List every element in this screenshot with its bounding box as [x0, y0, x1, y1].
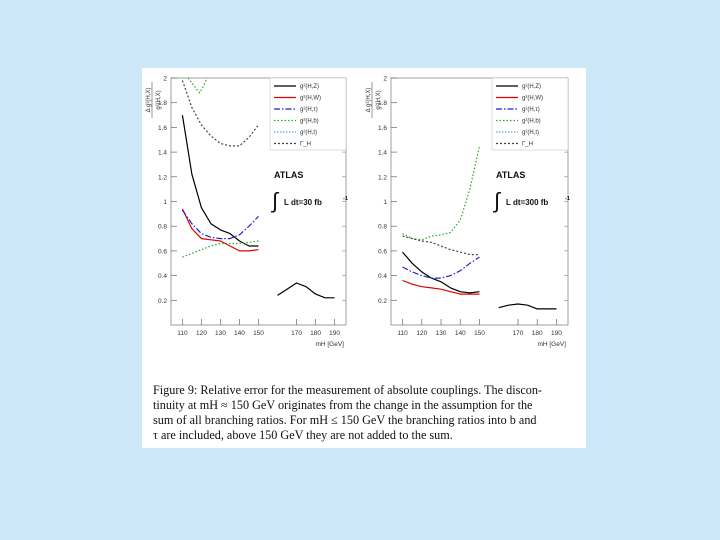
x-tick-label: 170 [513, 330, 524, 337]
y-axis-label-num: Δ g²(H,X) [366, 88, 372, 113]
y-tick-label: 1.2 [378, 174, 387, 181]
y-tick-label: 1.6 [158, 125, 167, 132]
legend-box [491, 77, 569, 151]
x-tick-label: 140 [455, 330, 466, 337]
y-tick-label: 0.8 [158, 224, 167, 231]
x-axis-label: mH [GeV] [537, 341, 566, 348]
series-line [187, 77, 208, 94]
legend-label: g²(H,b) [300, 119, 319, 125]
y-tick-label: 0.2 [158, 298, 167, 305]
y-tick-label: 0.6 [378, 248, 387, 255]
x-tick-label: 150 [474, 330, 485, 337]
legend-box [269, 77, 347, 151]
legend-label: g²(H,τ) [300, 107, 318, 113]
x-tick-label: 150 [253, 330, 264, 337]
series-line [181, 209, 259, 240]
atlas-label: ATLAS [274, 170, 303, 180]
legend-label: g²(H,t) [522, 130, 539, 136]
y-tick-label: 1.6 [378, 125, 387, 132]
legend-label: g²(H,W) [300, 96, 321, 102]
y-tick-label: 1 [163, 199, 167, 206]
y-tick-label: 1.8 [378, 100, 387, 107]
chart-left: 0.2 0.4 0.6 0.8 1 1.2 1.4 1.6 1.8 2 110 120 130 140 15… [146, 76, 348, 349]
y-tick-label: 1.2 [158, 174, 167, 181]
chart-right: 0.2 0.4 0.6 0.8 1 1.2 1.4 1.6 1.8 2 110 120 130 140 15… [366, 76, 570, 349]
atlas-label: ATLAS [496, 170, 525, 180]
x-axis-label: mH [GeV] [315, 341, 344, 348]
caption-line: tinuity at mH ≈ 150 GeV originates from … [153, 398, 533, 412]
legend-label: g²(H,b) [522, 119, 541, 125]
luminosity-exponent: -1 [343, 196, 348, 202]
series-line [181, 208, 259, 252]
series-line [402, 145, 481, 241]
y-tick-label: 1.4 [158, 150, 167, 157]
legend-label: g²(H,Z) [522, 84, 541, 90]
y-tick-label: 0.4 [158, 273, 167, 280]
x-tick-label: 190 [329, 330, 340, 337]
caption-line: τ are included, above 150 GeV they are n… [153, 428, 453, 442]
luminosity-label: L dt=30 fb [284, 198, 322, 207]
y-axis-label-den: g²(H,X) [376, 90, 382, 109]
x-tick-label: 180 [532, 330, 543, 337]
series-line [498, 303, 557, 310]
series-line [181, 80, 259, 147]
y-tick-label: 0.2 [378, 298, 387, 305]
legend-label: g²(H,t) [300, 130, 317, 136]
x-tick-label: 140 [234, 330, 245, 337]
legend-label: g²(H,Z) [300, 84, 319, 90]
y-tick-label: 2 [163, 76, 167, 83]
series-line [402, 235, 480, 256]
series-line [402, 256, 480, 279]
x-tick-label: 110 [397, 330, 408, 337]
caption-line: sum of all branching ratios. For mH ≤ 15… [153, 413, 537, 427]
y-tick-label: 0.8 [378, 224, 387, 231]
y-axis-label-den: g²(H,X) [156, 90, 162, 109]
x-tick-label: 110 [177, 330, 188, 337]
series-line [181, 115, 259, 247]
legend-label: g²(H,W) [522, 96, 543, 102]
series-line [402, 279, 480, 295]
legend-label: Γ_H [300, 142, 311, 148]
integral-sign: ∫ [270, 188, 280, 213]
x-tick-label: 170 [291, 330, 302, 337]
x-tick-label: 190 [551, 330, 562, 337]
luminosity-label: L dt=300 fb [506, 198, 548, 207]
y-tick-label: 2 [383, 76, 387, 83]
y-tick-label: 1 [383, 199, 387, 206]
luminosity-exponent: -1 [565, 196, 570, 202]
x-tick-label: 130 [436, 330, 447, 337]
y-axis-label-num: Δ g²(H,X) [146, 88, 152, 113]
x-tick-label: 120 [416, 330, 427, 337]
y-tick-label: 1.8 [158, 100, 167, 107]
legend-label: g²(H,τ) [522, 107, 540, 113]
integral-sign: ∫ [492, 188, 502, 213]
legend-label: Γ_H [522, 142, 533, 148]
y-tick-label: 0.6 [158, 248, 167, 255]
y-tick-label: 0.4 [378, 273, 387, 280]
series-line [277, 282, 335, 299]
caption-line: Figure 9: Relative error for the measure… [153, 383, 542, 397]
x-tick-label: 120 [196, 330, 207, 337]
series-line [182, 240, 259, 258]
series-line [402, 251, 480, 294]
x-tick-label: 180 [310, 330, 321, 337]
figure-caption: Figure 9: Relative error for the measure… [153, 383, 581, 443]
x-tick-label: 130 [215, 330, 226, 337]
y-tick-label: 1.4 [378, 150, 387, 157]
